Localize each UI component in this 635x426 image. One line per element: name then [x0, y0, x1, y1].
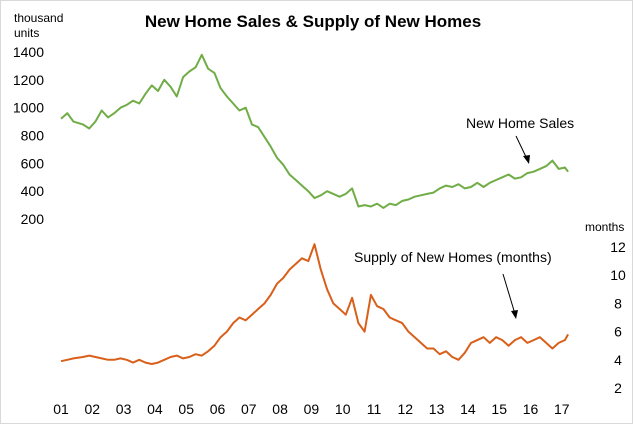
- x-tick-label: 07: [241, 401, 257, 417]
- x-tick-label: 02: [85, 401, 101, 417]
- x-tick-label: 14: [460, 401, 476, 417]
- x-tick-label: 04: [147, 401, 163, 417]
- chart-title: New Home Sales & Supply of New Homes: [145, 12, 481, 31]
- series-group: [60, 53, 569, 365]
- right-axis-unit: months: [585, 220, 624, 234]
- left-axis-unit-line2: units: [14, 26, 39, 40]
- left-tick-label: 200: [21, 211, 45, 227]
- x-tick-label: 03: [116, 401, 132, 417]
- x-tick-label: 16: [523, 401, 539, 417]
- supply-of-new-homes-line: [60, 243, 569, 365]
- left-tick-label: 400: [21, 183, 45, 199]
- left-tick-label: 600: [21, 155, 45, 171]
- right-tick-label: 12: [610, 239, 626, 255]
- left-tick-label: 1000: [13, 100, 44, 116]
- supply-annotation-arrow: [502, 273, 518, 319]
- left-axis-unit-line1: thousand: [14, 11, 63, 25]
- supply-annotation: Supply of New Homes (months): [354, 249, 552, 265]
- right-tick-label: 8: [614, 295, 622, 311]
- x-tick-label: 15: [491, 401, 507, 417]
- new-home-sales-line: [60, 53, 569, 209]
- x-tick-label: 10: [335, 401, 351, 417]
- right-tick-label: 10: [610, 267, 626, 283]
- x-tick-label: 05: [178, 401, 194, 417]
- x-axis-ticks: 01 02 03 04 05 06 07 08 09 10 11 12 13 14 15 16 17: [53, 401, 570, 417]
- left-tick-label: 1400: [13, 44, 44, 60]
- left-tick-label: 1200: [13, 72, 44, 88]
- right-tick-label: 4: [614, 352, 622, 368]
- left-axis-ticks: 200 400 600 800 1000 1200 1400: [13, 44, 44, 227]
- x-tick-label: 13: [429, 401, 445, 417]
- x-tick-label: 11: [367, 401, 382, 417]
- right-axis-ticks: 2 4 6 8 10 12: [610, 239, 626, 396]
- x-tick-label: 08: [272, 401, 288, 417]
- x-tick-label: 09: [304, 401, 320, 417]
- sales-annotation: New Home Sales: [466, 115, 574, 131]
- right-tick-label: 2: [614, 380, 622, 396]
- left-tick-label: 800: [21, 128, 45, 144]
- right-tick-label: 6: [614, 324, 622, 340]
- x-tick-label: 06: [210, 401, 226, 417]
- x-tick-label: 17: [554, 401, 570, 417]
- x-tick-label: 01: [53, 401, 69, 417]
- sales-annotation-arrow: [515, 135, 530, 164]
- x-tick-label: 12: [398, 401, 414, 417]
